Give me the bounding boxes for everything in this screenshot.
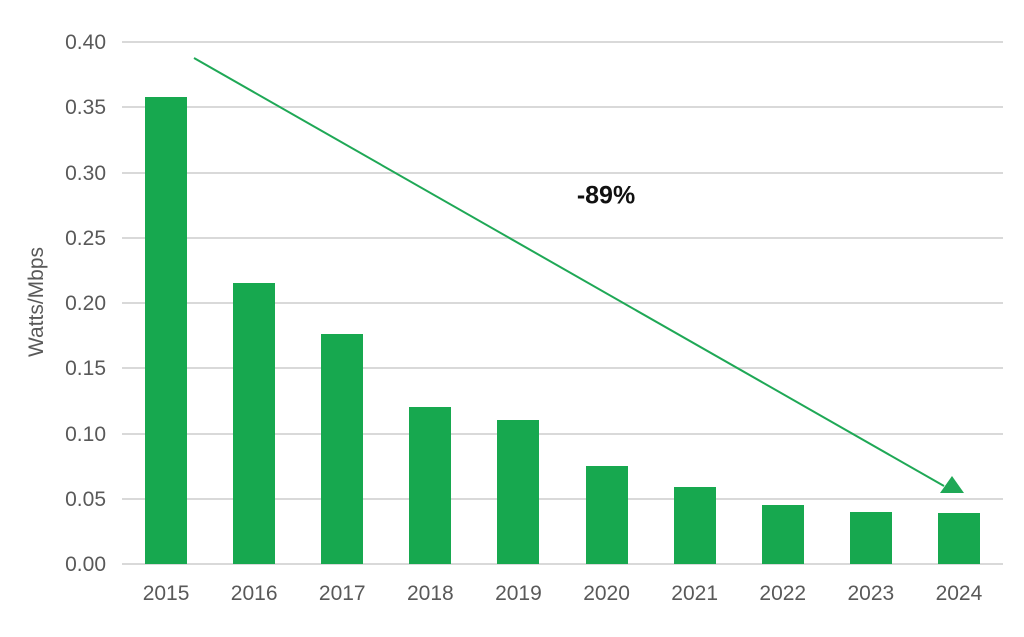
y-tick-label: 0.30 [65,161,106,185]
x-axis-label: 2015 [142,582,190,605]
y-tick-label: 0.15 [65,357,106,381]
bar-2019 [497,420,540,564]
bar-2018 [409,407,452,564]
gridline [122,236,1003,239]
gridline [122,106,1003,109]
bar-2016 [233,283,276,564]
x-axis-label: 2021 [671,582,718,605]
x-axis-label: 2022 [759,582,807,605]
x-axis-label: 2019 [495,582,542,605]
y-tick-label: 0.35 [65,96,106,120]
y-tick-label: 0.25 [65,226,106,250]
y-tick-label: 0.20 [65,292,106,315]
annotation-label: -89% [576,181,636,210]
bar-2022 [761,505,804,564]
bar-2017 [321,334,364,564]
gridline [122,563,1003,565]
bar-2023 [849,511,892,564]
y-tick-label: 0.40 [65,31,106,54]
y-tick-label: 0.00 [65,553,106,576]
y-tick-label: 0.05 [65,487,106,511]
x-axis-label: 2023 [847,582,895,605]
gridline [122,497,1003,500]
x-axis-label: 2017 [318,582,366,605]
gridline [122,171,1003,174]
bar-2020 [585,466,628,564]
x-axis-label: 2018 [406,582,454,605]
x-axis-label: 2024 [935,582,983,605]
bar-2015 [145,96,188,564]
x-axis-label: 2020 [583,582,630,605]
x-axis-label: 2016 [230,582,278,605]
bar-2021 [673,487,716,564]
y-tick-label: 0.10 [65,422,106,446]
plot-area [122,41,1003,565]
bar-2024 [937,513,980,564]
gridline [122,41,1003,43]
